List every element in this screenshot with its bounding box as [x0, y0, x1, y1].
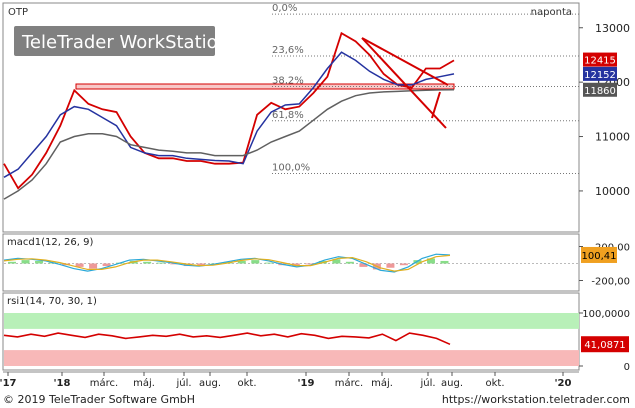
x-tick-label: máj.: [133, 377, 155, 389]
trend-lines: [361, 37, 449, 129]
x-tick-label: '17: [0, 378, 17, 389]
y-tick-label: 10000: [595, 185, 630, 198]
price-badge-label: 12415: [584, 56, 616, 67]
x-tick-label: aug.: [441, 378, 463, 389]
rsi-tick-label: 100,0000: [582, 309, 630, 320]
macd-histogram-bar: [399, 263, 408, 266]
macd-histogram-bar: [345, 261, 354, 264]
trendline-short: [431, 91, 441, 119]
macd-histogram-bar: [21, 260, 30, 264]
rsi-current-label: 41,0871: [584, 340, 625, 351]
macd-histogram-bar: [102, 263, 111, 267]
macd-histogram-bar: [305, 263, 314, 265]
footer-url: https://workstation.teletrader.com: [442, 393, 630, 406]
macd-histogram-bar: [237, 260, 246, 264]
x-tick-label: '20: [555, 378, 572, 389]
macd-histogram-bar: [440, 260, 449, 264]
price-series-line: [3, 89, 455, 200]
macd-histogram-bar: [264, 262, 273, 264]
macd-histogram-bar: [251, 260, 260, 264]
macd-histogram-bar: [75, 263, 84, 267]
rsi-tick-label: 0: [624, 362, 630, 373]
macd-histogram-bar: [89, 263, 98, 269]
fib-label: 0,0%: [272, 3, 297, 14]
x-tick-label: '18: [54, 378, 71, 389]
rsi-title: rsi1(14, 70, 30, 1): [7, 296, 97, 307]
rsi-oversold-zone: [4, 350, 579, 366]
macd-current-label: 100,41: [582, 251, 617, 262]
price-badge-label: 12152: [584, 70, 616, 81]
watermark-box: [14, 26, 215, 56]
price-badge: [583, 66, 617, 81]
resistance-band: [75, 83, 455, 90]
macd-histogram-bar: [386, 263, 395, 268]
price-series-line: [3, 51, 455, 178]
fib-label: 61,8%: [272, 110, 304, 121]
rsi-line: [3, 332, 451, 346]
price-series-line: [3, 31, 455, 190]
macd-tick-label: -200,00: [591, 277, 630, 288]
x-tick-label: márc.: [335, 377, 363, 389]
macd-histogram-bar: [8, 261, 16, 264]
macd-histogram-bar: [291, 263, 300, 267]
rsi-current-badge: [581, 336, 629, 353]
price-badge: [583, 52, 617, 67]
y-tick-label: 13000: [595, 22, 630, 35]
trendline-upper: [361, 37, 449, 86]
fib-label: 100,0%: [272, 163, 310, 174]
macd-histogram-bar: [197, 263, 206, 266]
footer-copyright: © 2019 TeleTrader Software GmbH: [3, 393, 195, 406]
x-tick-label: márc.: [90, 377, 118, 389]
x-tick-label: okt.: [485, 378, 504, 389]
macd-histogram-bar: [359, 263, 368, 267]
x-tick-label: '19: [298, 378, 315, 389]
macd-title: macd1(12, 26, 9): [7, 237, 94, 248]
macd-line: [3, 253, 451, 273]
y-tick-label: 11000: [595, 131, 630, 144]
x-tick-label: aug.: [199, 378, 221, 389]
price-badge: [583, 82, 617, 97]
macd-histogram-bar: [170, 263, 179, 265]
interval-label: naponta: [531, 7, 572, 18]
rsi-overbought-zone: [4, 313, 579, 329]
x-tick-label: máj.: [371, 377, 393, 389]
x-tick-label: okt.: [237, 378, 256, 389]
watermark-text: TeleTrader WorkStation: [21, 32, 229, 53]
macd-histogram-bar: [426, 258, 435, 264]
macd-histogram-bar: [332, 259, 341, 264]
price-badge-label: 11860: [584, 86, 616, 97]
fib-label: 23,6%: [272, 45, 304, 56]
macd-histogram-bar: [143, 261, 152, 264]
trendline-lower: [361, 37, 447, 129]
macd-histogram-bar: [35, 260, 44, 264]
fib-label: 38,2%: [272, 75, 304, 86]
x-tick-label: júl.: [419, 377, 435, 389]
macd-panel: [2, 233, 580, 292]
macd-current-badge: [581, 246, 617, 263]
symbol-label: OTP: [8, 7, 28, 18]
macd-histogram-bar: [156, 262, 165, 264]
x-tick-label: júl.: [175, 377, 191, 389]
macd-line: [3, 254, 451, 272]
